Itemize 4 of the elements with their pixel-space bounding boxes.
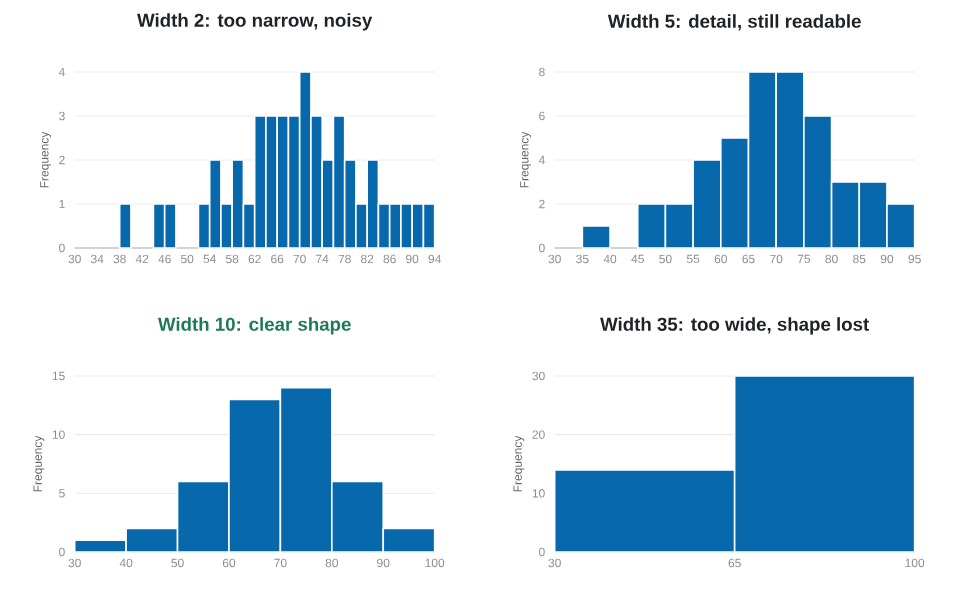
chart-title: Width 35: too wide, shape lost — [600, 317, 869, 335]
chart-title: Width 2: too narrow, noisy — [137, 13, 373, 31]
chart-title: Width 5: detail, still readable — [607, 14, 861, 31]
chart-title: Width 10: clear shape — [157, 317, 351, 335]
